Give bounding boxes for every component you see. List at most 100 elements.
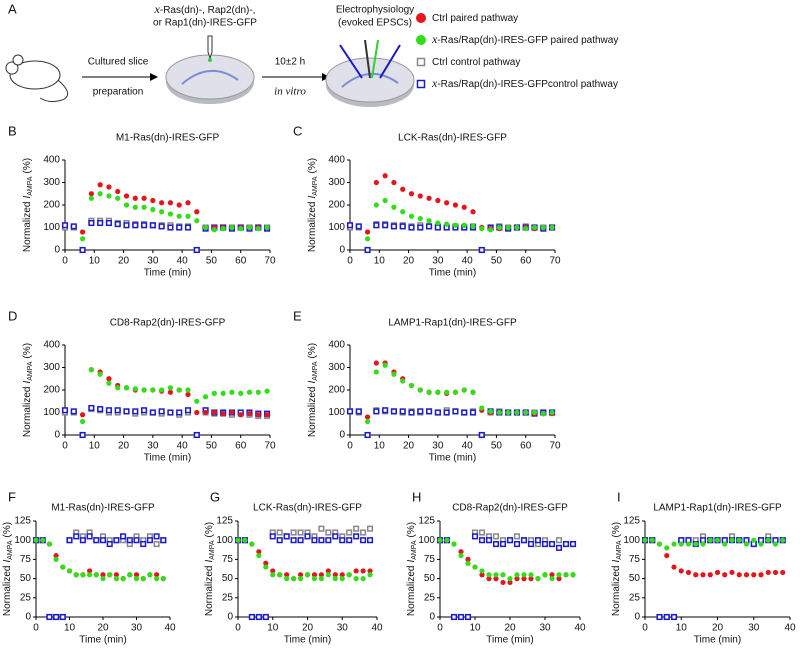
data-point (548, 540, 556, 548)
data-point (367, 568, 373, 574)
data-point (670, 613, 678, 621)
data-point (367, 525, 374, 532)
data-point (115, 385, 121, 391)
y-tick-label: 50 (424, 573, 436, 584)
data-point (97, 219, 104, 227)
data-point (133, 576, 140, 582)
data-point (276, 529, 283, 536)
y-label-sub: AMPA (209, 540, 216, 560)
data-point (332, 576, 338, 582)
data-point (500, 579, 506, 586)
x-tick-label: 10 (469, 623, 481, 634)
y-tick-label: 100 (623, 535, 640, 546)
y-label-var: I (22, 196, 33, 199)
y-tick-label: 300 (43, 177, 60, 188)
x-axis-label: Time (min) (486, 635, 533, 646)
data-point (437, 537, 443, 543)
data-point (521, 576, 527, 582)
data-point (229, 389, 235, 395)
chart: H CD8-Rap2(dn)-IRES-GFP 0 25 50 75 100 125 0 10 20… (406, 489, 586, 645)
y-label-var: I (611, 560, 622, 563)
data-point (772, 569, 779, 576)
y-tick-label: 50 (629, 573, 641, 584)
legend-marker (416, 35, 426, 45)
y-tick-label: 50 (222, 573, 234, 584)
data-point (478, 529, 486, 536)
x-tick-label: 20 (302, 623, 314, 634)
data-point (493, 572, 499, 578)
legend-text: Ctrl control pathway (432, 57, 520, 68)
data-point (452, 408, 459, 415)
data-point (107, 572, 113, 578)
data-point (140, 576, 146, 582)
x-tick-label: 10 (89, 441, 101, 452)
data-point (364, 229, 371, 235)
y-tick-label: 125 (418, 516, 435, 527)
x-tick-label: 50 (491, 256, 503, 267)
x-tick-label: 40 (177, 441, 189, 452)
step-text: Electrophysiology (336, 5, 414, 16)
y-tick-label: 75 (424, 554, 436, 565)
data-point (311, 576, 318, 582)
data-point (211, 390, 217, 396)
data-point (150, 206, 156, 213)
y-label-sub: AMPA (27, 361, 34, 381)
data-point (562, 540, 570, 548)
data-point (97, 371, 103, 377)
step-text: in vitro (274, 86, 306, 98)
data-point (146, 537, 153, 544)
chart-title: CD8-Rap2(dn)-IRES-GFP (452, 503, 568, 514)
data-point (700, 572, 706, 578)
data-point (426, 389, 432, 395)
data-point (685, 569, 692, 576)
x-tick-label: 20 (118, 256, 130, 267)
y-label-sub: AMPA (27, 176, 34, 196)
y-tick-label: 100 (216, 535, 233, 546)
data-point (465, 556, 471, 563)
x-tick-label: 30 (539, 623, 551, 634)
data-point (707, 572, 713, 578)
data-point (399, 408, 406, 415)
data-point (79, 418, 86, 425)
data-point (434, 224, 441, 231)
x-tick-label: 20 (118, 441, 130, 452)
data-point (149, 409, 156, 416)
x-tick-label: 0 (642, 623, 648, 634)
y-tick-label: 50 (20, 573, 32, 584)
data-point (479, 405, 485, 411)
data-point (391, 204, 397, 210)
y-tick-label: 400 (328, 155, 345, 166)
chart-title: M1-Ras(dn)-IRES-GFP (51, 503, 155, 514)
data-point (318, 576, 324, 582)
data-point (325, 537, 332, 544)
data-point (318, 537, 325, 544)
data-point (465, 560, 471, 566)
data-point (444, 537, 450, 543)
data-point (382, 362, 388, 368)
data-point (391, 371, 397, 377)
data-point (541, 540, 549, 548)
data-point (202, 394, 209, 400)
construct-text: or Rap1(dn)-IRES-GFP (153, 18, 257, 29)
y-label-var: I (406, 560, 417, 563)
data-point (487, 227, 494, 233)
x-tick-label: 70 (264, 441, 276, 452)
data-point (70, 408, 77, 415)
y-tick-label: 100 (43, 222, 60, 233)
data-point (426, 218, 432, 224)
data-point (693, 541, 699, 547)
y-label-unit: (%) (2, 522, 13, 538)
data-point (120, 576, 126, 582)
y-tick-label: 0 (339, 430, 345, 441)
data-point (264, 388, 270, 394)
mouse (5, 54, 69, 103)
data-point (238, 390, 244, 396)
y-label-sub: AMPA (7, 540, 14, 560)
data-point (132, 386, 138, 392)
data-point (417, 224, 424, 231)
data-point (66, 568, 73, 574)
data-point (527, 540, 535, 548)
x-axis-label: Time (min) (144, 268, 191, 279)
data-point (194, 409, 200, 416)
data-point (528, 576, 534, 582)
